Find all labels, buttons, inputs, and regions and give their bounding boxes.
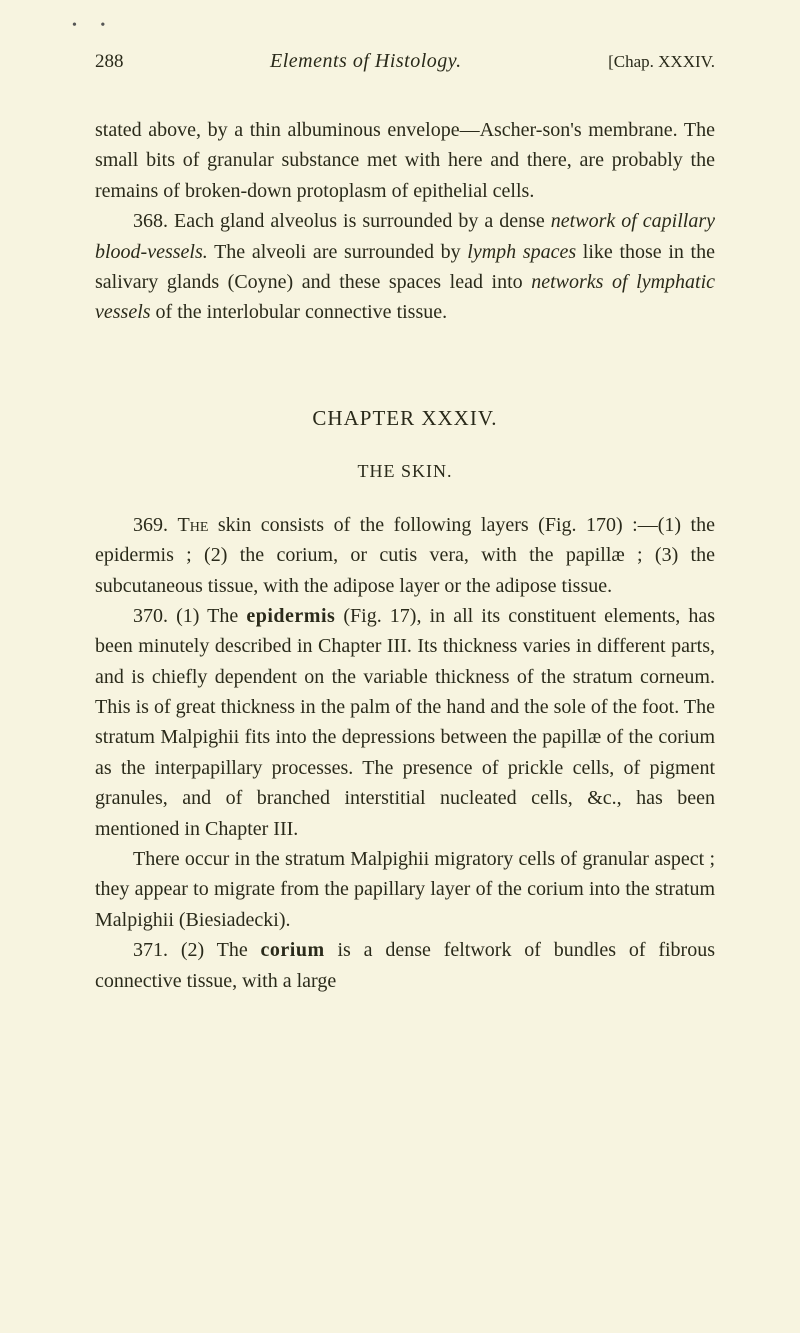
paragraph-369: 369. The skin consists of the following … — [95, 510, 715, 601]
chapter-reference: [Chap. XXXIV. — [608, 52, 715, 72]
page-header: 288 Elements of Histology. [Chap. XXXIV. — [95, 50, 715, 73]
paragraph-368: 368. Each gland alveolus is surrounded b… — [95, 206, 715, 328]
section-title: THE SKIN. — [95, 461, 715, 482]
paragraph-migratory: There occur in the stratum Malpighii mig… — [95, 844, 715, 935]
scan-artifact-dots: • • — [72, 18, 115, 34]
paragraph-continuation: stated above, by a thin albuminous envel… — [95, 115, 715, 206]
paragraph-370: 370. (1) The epidermis (Fig. 17), in all… — [95, 601, 715, 844]
paragraph-371: 371. (2) The corium is a dense feltwork … — [95, 935, 715, 996]
chapter-heading: CHAPTER XXXIV. — [95, 406, 715, 431]
running-title: Elements of Histology. — [270, 50, 462, 73]
page-number: 288 — [95, 51, 124, 73]
